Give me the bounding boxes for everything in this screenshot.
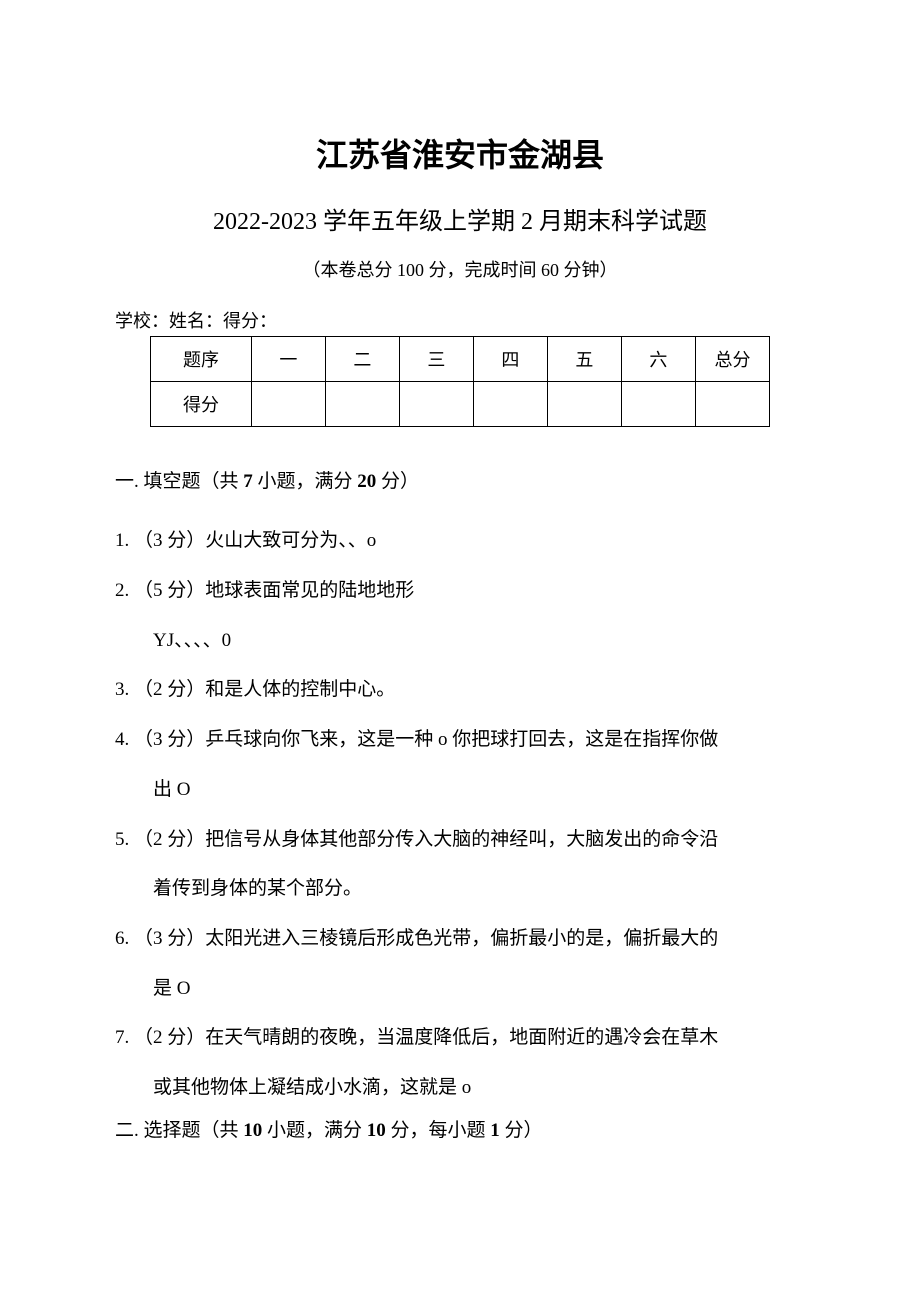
table-cell: 四 — [473, 337, 547, 382]
page-title-sub: 2022-2023 学年五年级上学期 2 月期末科学试题 — [115, 201, 805, 236]
table-cell-empty — [547, 382, 621, 427]
table-row: 得分 — [151, 382, 770, 427]
student-info-line: 学校：姓名：得分： — [115, 307, 805, 333]
table-cell-empty — [325, 382, 399, 427]
table-cell-empty — [621, 382, 695, 427]
section-header-text: 分） — [376, 471, 419, 492]
table-cell: 二 — [325, 337, 399, 382]
section-header-bold: 10 — [367, 1120, 386, 1141]
table-cell-empty — [473, 382, 547, 427]
section-header-text: 二. 选择题（共 — [115, 1120, 243, 1141]
question-6-line2: 是 O — [115, 967, 805, 1011]
table-cell-empty — [695, 382, 769, 427]
question-7-line2: 或其他物体上凝结成小水滴，这就是 o — [115, 1066, 805, 1110]
question-6-line1: 6. （3 分）太阳光进入三棱镜后形成色光带，偏折最小的是，偏折最大的 — [115, 917, 805, 961]
section-header-text: 小题，满分 — [253, 471, 358, 492]
question-1: 1. （3 分）火山大致可分为、、o — [115, 519, 805, 563]
section-header-bold: 10 — [243, 1120, 262, 1141]
table-row: 题序 一 二 三 四 五 六 总分 — [151, 337, 770, 382]
table-cell: 三 — [399, 337, 473, 382]
section-header-text: 小题，满分 — [262, 1120, 367, 1141]
section-header-bold: 1 — [490, 1120, 500, 1141]
page-title-info: （本卷总分 100 分，完成时间 60 分钟） — [115, 256, 805, 282]
section-header-text: 一. 填空题（共 — [115, 471, 243, 492]
table-cell: 一 — [251, 337, 325, 382]
table-cell: 五 — [547, 337, 621, 382]
section-header-text: 分） — [500, 1120, 543, 1141]
section-1-header: 一. 填空题（共 7 小题，满分 20 分） — [115, 467, 805, 497]
question-5-line2: 着传到身体的某个部分。 — [115, 867, 805, 911]
section-header-bold: 20 — [357, 471, 376, 492]
question-2-line1: 2. （5 分）地球表面常见的陆地地形 — [115, 569, 805, 613]
score-table: 题序 一 二 三 四 五 六 总分 得分 — [150, 336, 770, 427]
table-cell-empty — [251, 382, 325, 427]
table-cell-label: 题序 — [151, 337, 252, 382]
table-cell-empty — [399, 382, 473, 427]
question-4-line2: 出 O — [115, 768, 805, 812]
question-7-line1: 7. （2 分）在天气晴朗的夜晚，当温度降低后，地面附近的遇冷会在草木 — [115, 1016, 805, 1060]
question-3: 3. （2 分）和是人体的控制中心。 — [115, 668, 805, 712]
section-header-text: 分，每小题 — [386, 1120, 491, 1141]
question-5-line1: 5. （2 分）把信号从身体其他部分传入大脑的神经叫，大脑发出的命令沿 — [115, 818, 805, 862]
table-cell: 总分 — [695, 337, 769, 382]
question-4-line1: 4. （3 分）乒乓球向你飞来，这是一种 o 你把球打回去，这是在指挥你做 — [115, 718, 805, 762]
section-header-bold: 7 — [243, 471, 253, 492]
question-2-line2: YJ、、、、0 — [115, 619, 805, 663]
section-2-header: 二. 选择题（共 10 小题，满分 10 分，每小题 1 分） — [115, 1116, 805, 1146]
table-cell: 六 — [621, 337, 695, 382]
table-cell-label: 得分 — [151, 382, 252, 427]
page-title-main: 江苏省淮安市金湖县 — [115, 130, 805, 176]
